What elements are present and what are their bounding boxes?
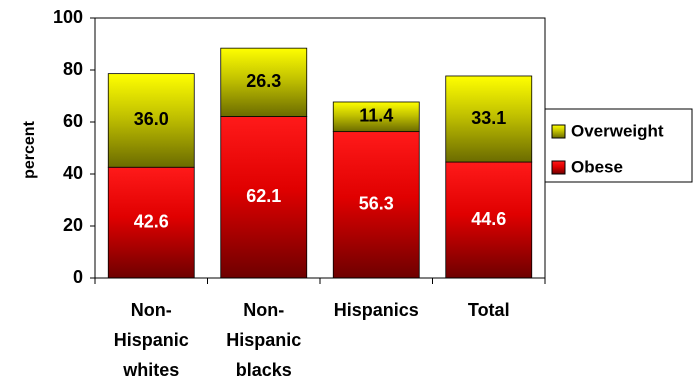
data-label-obese-1: 62.1 bbox=[246, 186, 281, 206]
legend-swatch-obese bbox=[551, 160, 566, 175]
x-tick-label: Total bbox=[468, 300, 510, 320]
y-tick-label: 60 bbox=[63, 111, 83, 131]
x-tick-label: Hispanic bbox=[226, 330, 301, 350]
legend: Overweight Obese bbox=[544, 108, 693, 183]
data-label-overweight-1: 26.3 bbox=[246, 71, 281, 91]
y-axis-label: percent bbox=[21, 120, 38, 178]
data-label-overweight-2: 11.4 bbox=[359, 106, 393, 126]
y-tick-label: 0 bbox=[73, 267, 83, 287]
legend-box bbox=[544, 108, 693, 183]
x-tick-label: Hispanics bbox=[334, 300, 419, 320]
bar-obese-2 bbox=[332, 131, 420, 279]
bar-obese-1 bbox=[220, 116, 308, 279]
bar-overweight-3 bbox=[445, 75, 533, 163]
data-label-overweight-3: 33.1 bbox=[471, 108, 506, 128]
y-tick-label: 40 bbox=[63, 163, 83, 183]
y-axis: 0 20 40 60 80 100 bbox=[53, 7, 96, 287]
data-label-obese-2: 56.3 bbox=[359, 194, 394, 214]
x-tick-label: Non- bbox=[131, 300, 172, 320]
bars: 42.6 36.0 62.1 26.3 56.3 11.4 44.6 33.1 bbox=[107, 47, 533, 279]
x-tick-label: Non- bbox=[243, 300, 284, 320]
x-tick-label: Hispanic bbox=[114, 330, 189, 350]
legend-label-obese: Obese bbox=[571, 157, 623, 176]
y-tick-label: 80 bbox=[63, 59, 83, 79]
y-tick-label: 100 bbox=[53, 7, 83, 27]
y-tick-label: 20 bbox=[63, 215, 83, 235]
bar-obese-0 bbox=[107, 166, 195, 279]
data-label-obese-0: 42.6 bbox=[134, 211, 169, 231]
bar-obese-3 bbox=[445, 161, 533, 279]
data-label-overweight-0: 36.0 bbox=[134, 109, 169, 129]
x-axis: Non- Hispanic whites Non- Hispanic blacks Hisp… bbox=[94, 277, 546, 380]
bar-overweight-0 bbox=[107, 73, 195, 168]
bar-overweight-1 bbox=[220, 47, 308, 117]
legend-swatch-overweight bbox=[551, 124, 566, 139]
x-tick-label: whites bbox=[122, 360, 179, 380]
legend-label-overweight: Overweight bbox=[571, 121, 664, 140]
x-tick-label: blacks bbox=[236, 360, 292, 380]
data-label-obese-3: 44.6 bbox=[471, 209, 506, 229]
bar-overweight-2 bbox=[332, 101, 420, 133]
